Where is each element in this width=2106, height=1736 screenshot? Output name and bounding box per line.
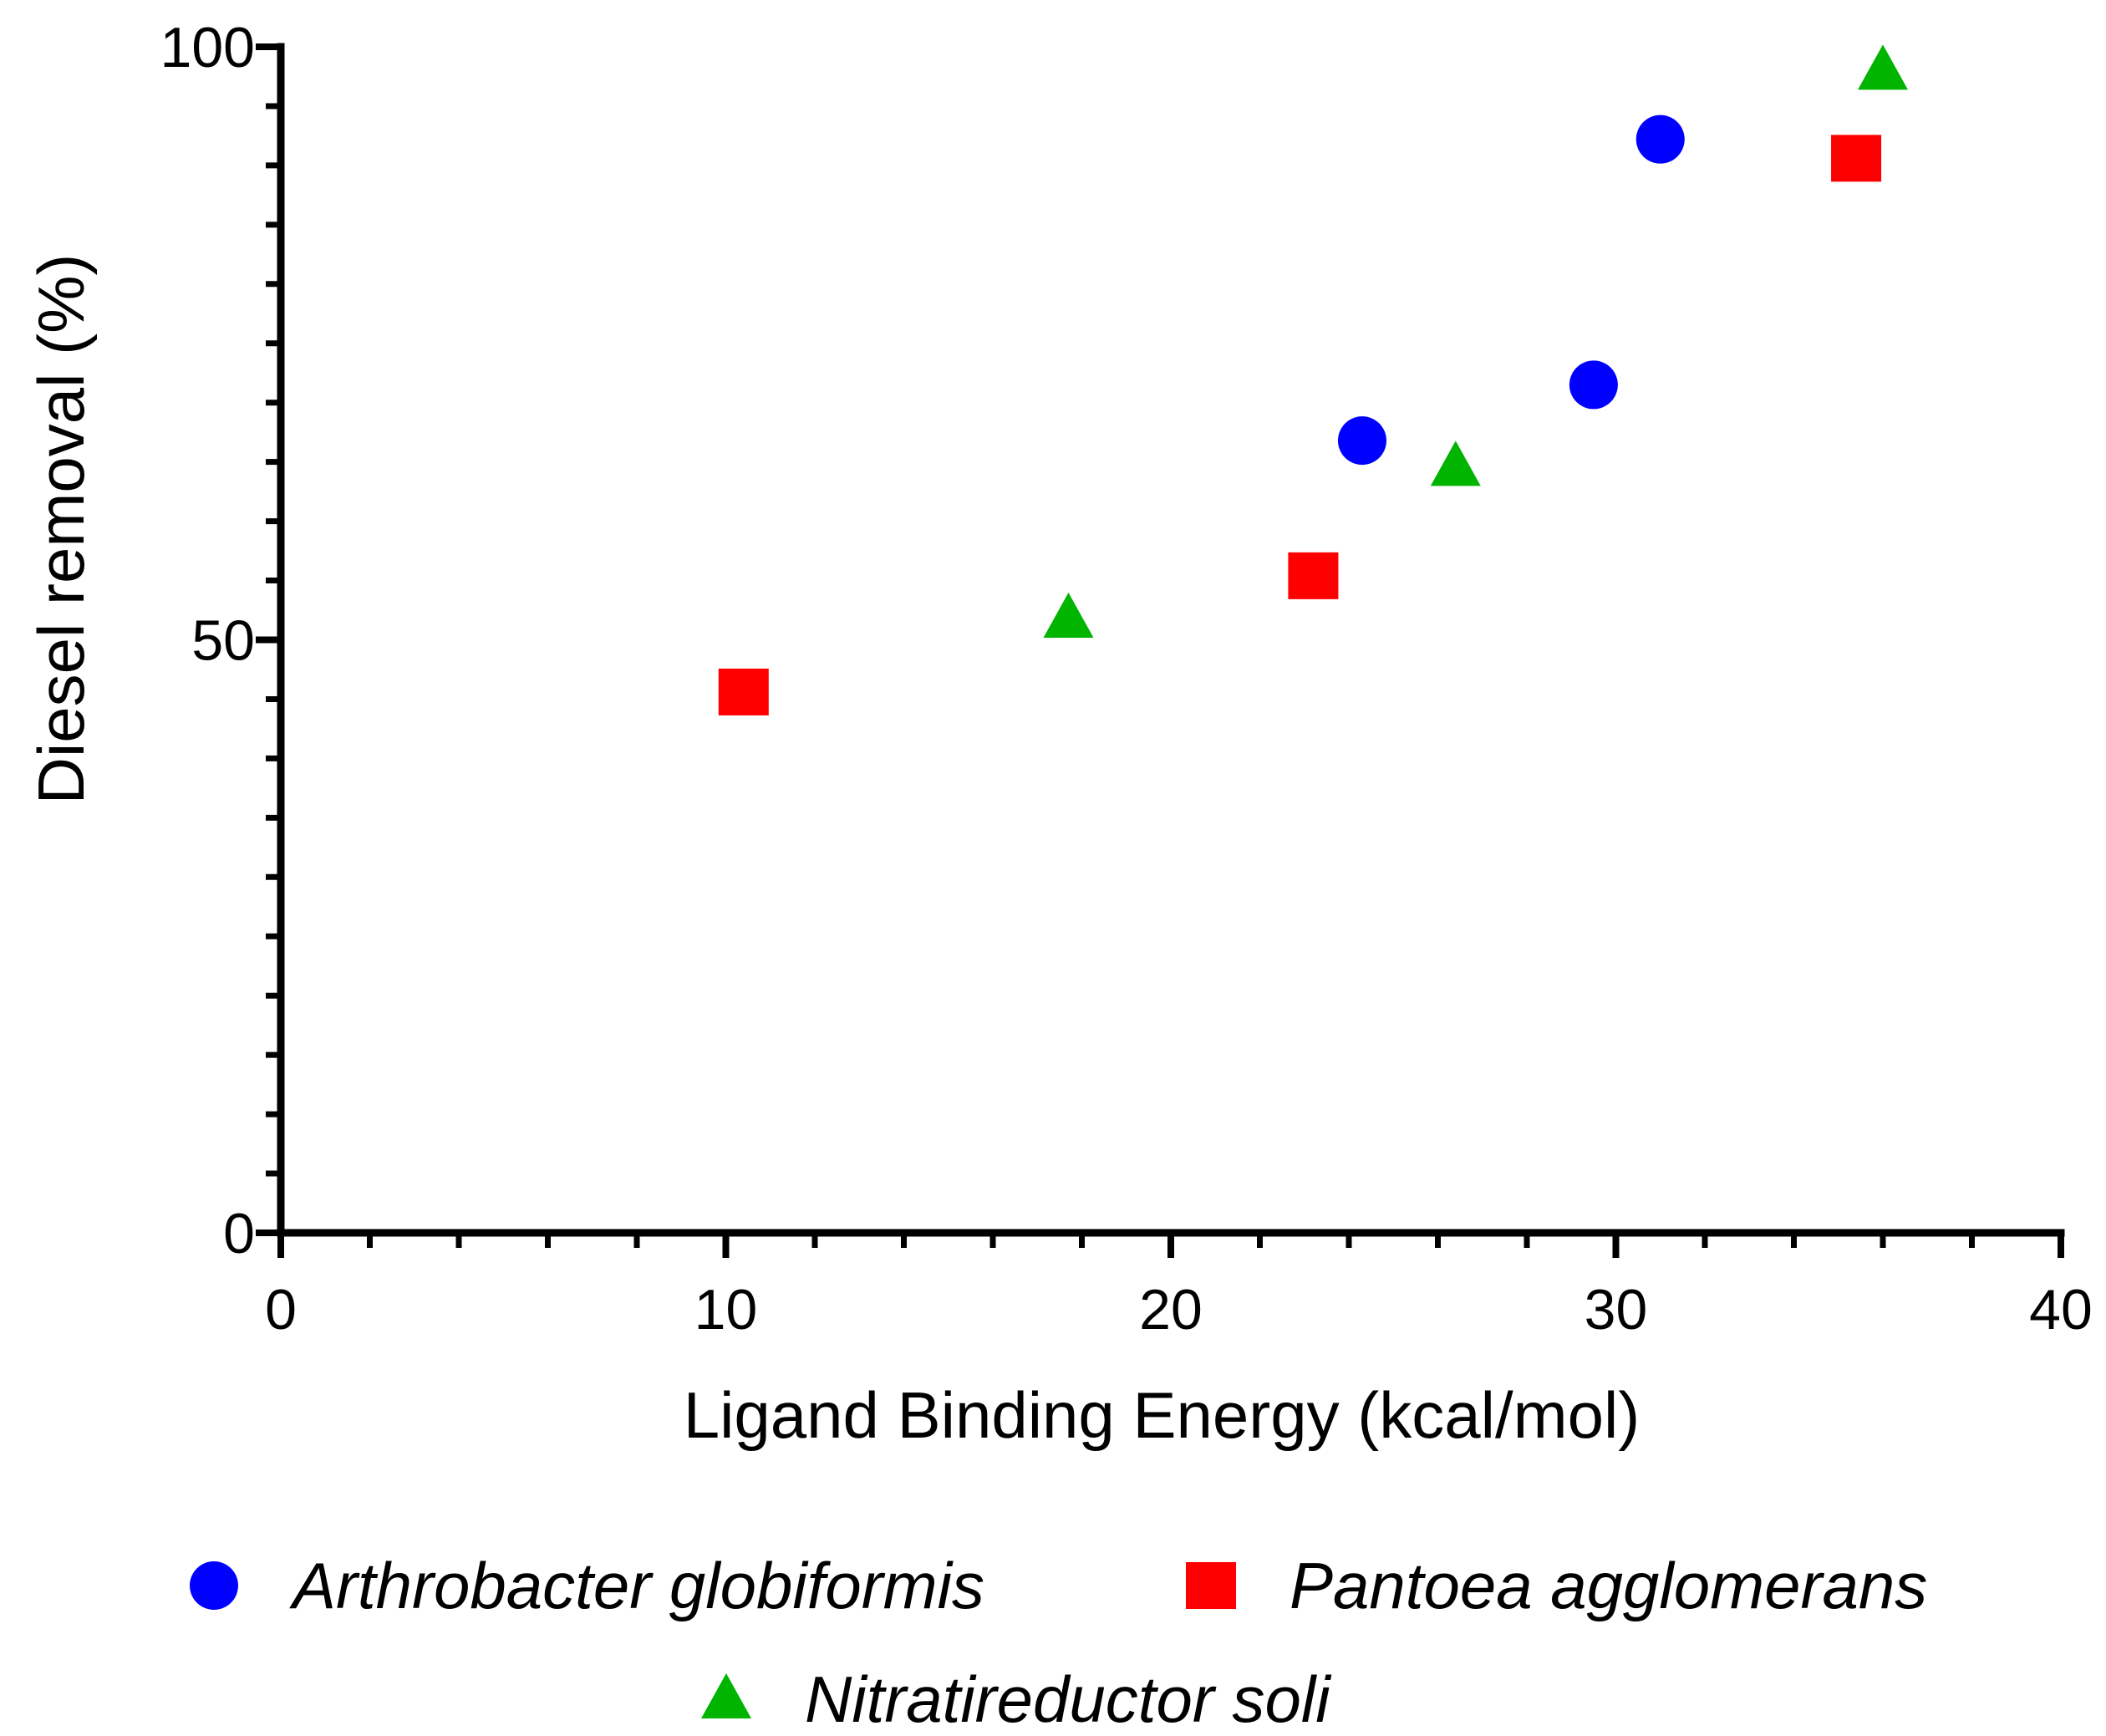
x-tick-label: 30 <box>1585 1278 1648 1341</box>
data-point-arthrobacter-globiformis <box>1635 115 1685 164</box>
legend: Arthrobacter globiformis Pantoea agglomer… <box>190 1549 1927 1736</box>
x-tick-label: 10 <box>694 1278 758 1341</box>
data-point-arthrobacter-globiformis <box>1569 360 1618 410</box>
legend-label-nitratireductor-soli: Nitratireductor soli <box>805 1662 1332 1736</box>
data-point-pantoea-agglomerans <box>1288 552 1339 599</box>
x-axis-title: Ligand Binding Energy (kcal/mol) <box>684 1378 1641 1452</box>
y-tick-label: 100 <box>160 16 255 79</box>
data-point-arthrobacter-globiformis <box>1337 416 1386 466</box>
x-tick-label: 0 <box>265 1278 297 1341</box>
x-tick-labels: 0 10 20 30 40 <box>265 1278 2093 1341</box>
legend-marker-arthrobacter-globiformis <box>190 1561 238 1610</box>
y-tick-label: 50 <box>191 609 255 673</box>
y-tick-labels: 0 50 100 <box>160 16 255 1265</box>
data-points <box>718 44 1908 715</box>
legend-label-arthrobacter-globiformis: Arthrobacter globiformis <box>289 1549 984 1622</box>
data-point-pantoea-agglomerans <box>718 668 769 715</box>
data-point-nitratireductor-soli <box>1430 440 1481 486</box>
x-tick-label: 20 <box>1139 1278 1203 1341</box>
major-ticks <box>256 43 2064 1258</box>
data-point-pantoea-agglomerans <box>1831 135 1882 182</box>
legend-marker-nitratireductor-soli <box>701 1673 751 1718</box>
legend-marker-pantoea-agglomerans <box>1186 1562 1236 1609</box>
data-point-nitratireductor-soli <box>1043 592 1094 638</box>
legend-label-pantoea-agglomerans: Pantoea agglomerans <box>1290 1549 1927 1622</box>
y-axis-title: Diesel removal (%) <box>24 254 98 805</box>
minor-ticks <box>266 103 1975 1248</box>
y-tick-label: 0 <box>223 1202 255 1265</box>
data-point-nitratireductor-soli <box>1858 44 1908 90</box>
x-tick-label: 40 <box>2029 1278 2093 1341</box>
